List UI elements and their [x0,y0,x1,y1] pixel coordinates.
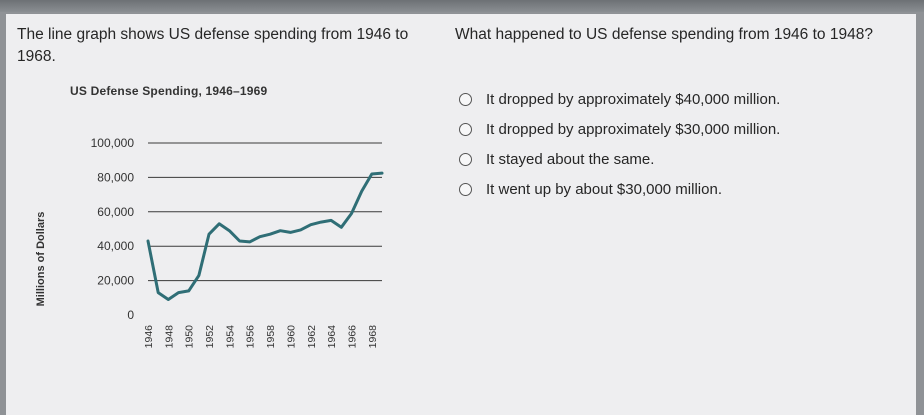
y-axis-label: Millions of Dollars [35,212,47,307]
x-tick-label: 1950 [184,325,196,349]
choice-2[interactable]: It dropped by approximately $30,000 mill… [455,114,895,144]
x-tick-label: 1958 [265,325,277,349]
y-tick-label: 60,000 [97,205,134,219]
radio-button[interactable] [459,92,472,106]
y-tick-label: 40,000 [97,239,134,253]
series-line [146,171,384,301]
y-tick-label: 80,000 [97,170,134,184]
x-tick-label: 1954 [224,325,236,349]
x-tick-label: 1956 [245,325,257,349]
answer-choices: It dropped by approximately $40,000 mill… [455,84,895,204]
x-tick-label: 1952 [204,325,216,349]
question-text: What happened to US defense spending fro… [455,26,873,43]
y-tick-label: 100,000 [91,136,135,150]
question-stem: The line graph shows US defense spending… [17,26,409,65]
x-tick-label: 1962 [306,325,318,349]
choice-3[interactable]: It stayed about the same. [455,144,895,174]
x-tick-label: 1964 [326,325,338,349]
top-bar [0,0,924,12]
chart-title: US Defense Spending, 1946–1969 [70,84,268,98]
x-tick-label: 1968 [367,325,379,349]
y-tick-labels: 0 20,000 40,000 60,000 80,000 100,000 [91,136,135,322]
choice-4[interactable]: It went up by about $30,000 million. [455,174,895,204]
chart-gridlines [148,142,382,282]
choice-label: It stayed about the same. [486,150,655,168]
radio-button[interactable] [459,122,472,136]
choice-label: It dropped by approximately $40,000 mill… [486,90,781,108]
radio-button[interactable] [459,182,472,196]
choice-1[interactable]: It dropped by approximately $40,000 mill… [455,84,895,114]
x-tick-label: 1946 [143,325,155,349]
y-tick-label: 0 [127,308,134,322]
x-tick-labels: 1946 1948 1950 1952 1954 1956 1958 1960 1962 1964… [143,325,379,349]
choice-label: It dropped by approximately $30,000 mill… [486,120,781,138]
question-card [6,14,916,415]
choice-label: It went up by about $30,000 million. [486,180,722,198]
y-tick-label: 20,000 [97,274,134,288]
x-tick-label: 1966 [346,325,358,349]
x-tick-label: 1960 [285,325,297,349]
radio-button[interactable] [459,152,472,166]
x-tick-label: 1948 [163,325,175,349]
